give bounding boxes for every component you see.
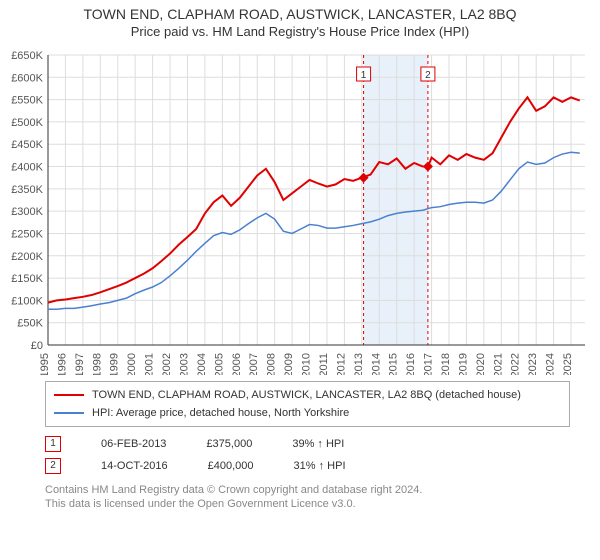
legend-label: HPI: Average price, detached house, Nort…: [92, 404, 349, 422]
svg-text:2001: 2001: [144, 353, 156, 375]
legend-item: TOWN END, CLAPHAM ROAD, AUSTWICK, LANCAS…: [54, 386, 561, 404]
sale-row: 2 14-OCT-2016 £400,000 31% ↑ HPI: [45, 455, 570, 477]
sale-marker: 1: [45, 436, 61, 452]
svg-text:2025: 2025: [562, 353, 574, 375]
svg-text:2008: 2008: [266, 353, 278, 375]
line-chart: £0 £50K £100K £150K £200K £250K £300K £350K £400…: [0, 45, 600, 375]
svg-text:2013: 2013: [353, 353, 365, 375]
svg-text:£300K: £300K: [11, 206, 43, 218]
svg-text:£0: £0: [31, 340, 43, 352]
sale-date: 14-OCT-2016: [101, 455, 168, 477]
sales-table: 1 06-FEB-2013 £375,000 39% ↑ HPI 2 14-OC…: [45, 433, 570, 477]
svg-text:1998: 1998: [91, 353, 103, 375]
sale-delta: 39% ↑ HPI: [292, 433, 344, 455]
chart-area: £0 £50K £100K £150K £200K £250K £300K £350K £400…: [0, 45, 600, 375]
svg-text:2023: 2023: [527, 353, 539, 375]
svg-text:£150K: £150K: [11, 273, 43, 285]
svg-text:1995: 1995: [39, 353, 51, 375]
svg-text:£50K: £50K: [17, 318, 43, 330]
svg-text:2002: 2002: [161, 353, 173, 375]
legend-label: TOWN END, CLAPHAM ROAD, AUSTWICK, LANCAS…: [92, 386, 521, 404]
footnote: Contains HM Land Registry data © Crown c…: [45, 483, 570, 512]
legend: TOWN END, CLAPHAM ROAD, AUSTWICK, LANCAS…: [45, 381, 570, 427]
sale-row: 1 06-FEB-2013 £375,000 39% ↑ HPI: [45, 433, 570, 455]
svg-text:2016: 2016: [405, 353, 417, 375]
svg-text:2007: 2007: [248, 353, 260, 375]
svg-text:£350K: £350K: [11, 184, 43, 196]
svg-text:2014: 2014: [370, 353, 382, 375]
svg-text:1997: 1997: [74, 353, 86, 375]
svg-text:2022: 2022: [510, 353, 522, 375]
footnote-line: Contains HM Land Registry data © Crown c…: [45, 483, 570, 497]
legend-item: HPI: Average price, detached house, Nort…: [54, 404, 561, 422]
svg-text:1996: 1996: [56, 353, 68, 375]
sale-price: £375,000: [206, 433, 252, 455]
svg-text:£600K: £600K: [11, 72, 43, 84]
svg-text:2000: 2000: [126, 353, 138, 375]
svg-text:2005: 2005: [213, 353, 225, 375]
svg-text:2009: 2009: [283, 353, 295, 375]
title-block: TOWN END, CLAPHAM ROAD, AUSTWICK, LANCAS…: [0, 0, 600, 39]
svg-text:1999: 1999: [109, 353, 121, 375]
sale-price: £400,000: [208, 455, 254, 477]
svg-text:£100K: £100K: [11, 295, 43, 307]
footnote-line: This data is licensed under the Open Gov…: [45, 497, 570, 511]
svg-text:2006: 2006: [231, 353, 243, 375]
svg-text:2011: 2011: [318, 353, 330, 375]
svg-text:£250K: £250K: [11, 228, 43, 240]
svg-text:2004: 2004: [196, 353, 208, 375]
chart-subtitle: Price paid vs. HM Land Registry's House …: [0, 24, 600, 39]
svg-text:2015: 2015: [388, 353, 400, 375]
svg-text:2012: 2012: [335, 353, 347, 375]
svg-text:2018: 2018: [440, 353, 452, 375]
svg-text:2017: 2017: [423, 353, 435, 375]
svg-text:£400K: £400K: [11, 162, 43, 174]
svg-text:£450K: £450K: [11, 139, 43, 151]
svg-text:2003: 2003: [178, 353, 190, 375]
svg-text:2010: 2010: [301, 353, 313, 375]
legend-swatch: [54, 394, 84, 396]
svg-text:2021: 2021: [492, 353, 504, 375]
svg-text:2019: 2019: [457, 353, 469, 375]
svg-text:£550K: £550K: [11, 95, 43, 107]
sale-date: 06-FEB-2013: [101, 433, 166, 455]
svg-text:2024: 2024: [545, 353, 557, 375]
svg-text:2020: 2020: [475, 353, 487, 375]
sale-delta: 31% ↑ HPI: [294, 455, 346, 477]
svg-text:2: 2: [425, 70, 431, 81]
sale-marker: 2: [45, 458, 61, 474]
chart-title: TOWN END, CLAPHAM ROAD, AUSTWICK, LANCAS…: [0, 6, 600, 22]
svg-text:£650K: £650K: [11, 50, 43, 62]
svg-text:£500K: £500K: [11, 117, 43, 129]
svg-text:1: 1: [361, 70, 367, 81]
legend-swatch: [54, 412, 84, 414]
svg-text:£200K: £200K: [11, 251, 43, 263]
